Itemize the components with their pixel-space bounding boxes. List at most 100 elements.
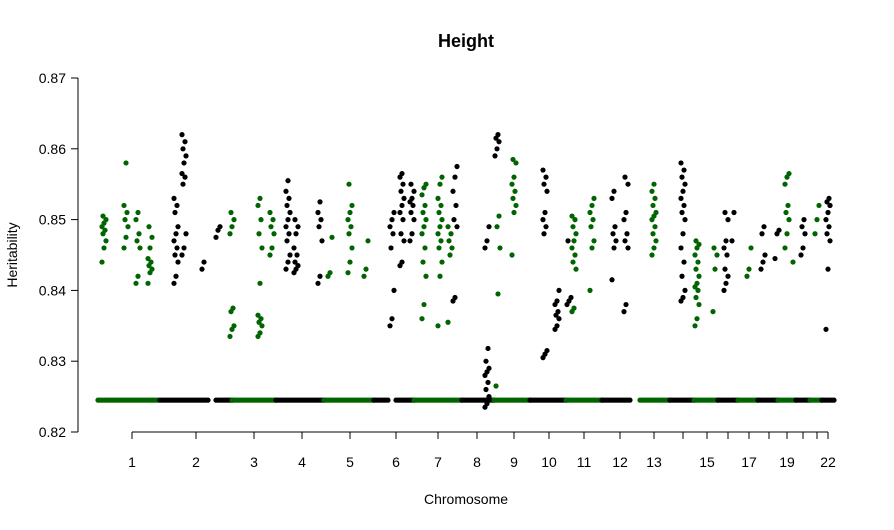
data-point <box>784 231 790 237</box>
x-tick-label: 3 <box>250 454 258 470</box>
data-point <box>783 209 789 216</box>
data-point <box>448 231 454 237</box>
data-point <box>258 316 264 322</box>
data-point <box>182 139 188 145</box>
data-point <box>227 333 233 340</box>
data-point <box>759 231 765 237</box>
data-point <box>173 273 179 279</box>
data-point <box>826 195 832 201</box>
data-point <box>345 270 351 276</box>
data-point <box>693 294 699 301</box>
y-tick-label: 0.86 <box>39 141 66 157</box>
data-point <box>571 238 577 244</box>
data-point <box>452 174 458 180</box>
data-point <box>512 188 518 194</box>
data-point <box>693 266 699 272</box>
data-point <box>391 209 397 216</box>
data-point <box>271 231 277 237</box>
data-point <box>398 231 404 237</box>
data-point <box>445 224 451 230</box>
data-point <box>681 202 687 209</box>
data-point <box>179 170 185 177</box>
data-point <box>824 231 830 237</box>
data-point <box>103 217 109 223</box>
data-point <box>588 224 594 230</box>
y-tick-label: 0.82 <box>39 424 66 440</box>
x-tick-label: 15 <box>699 454 715 470</box>
data-point <box>419 192 425 198</box>
data-point <box>682 181 688 187</box>
data-point <box>680 231 686 237</box>
data-point <box>327 270 333 276</box>
data-point <box>347 259 353 265</box>
data-point <box>408 181 414 187</box>
data-point <box>255 312 261 318</box>
data-point <box>295 224 301 230</box>
data-point <box>568 294 574 301</box>
data-point <box>231 217 237 223</box>
data-point <box>569 245 575 251</box>
data-point <box>124 209 130 216</box>
data-point <box>680 294 686 301</box>
data-point <box>542 209 548 216</box>
data-point <box>389 316 395 322</box>
data-point <box>174 245 180 251</box>
data-point <box>570 224 576 230</box>
data-point <box>439 217 445 223</box>
data-point <box>259 323 265 329</box>
data-point <box>400 217 406 223</box>
data-point <box>283 188 289 194</box>
data-point <box>451 217 457 223</box>
data-point <box>650 231 656 237</box>
data-point <box>410 202 416 209</box>
data-point <box>102 227 108 233</box>
data-point <box>513 202 519 209</box>
data-point <box>711 245 717 251</box>
data-point <box>146 224 152 230</box>
data-point <box>136 231 142 237</box>
data-point <box>317 199 323 205</box>
data-point <box>259 245 265 251</box>
data-point <box>696 273 702 279</box>
data-point <box>171 195 177 201</box>
data-point <box>283 224 289 230</box>
data-point <box>270 217 276 223</box>
data-point <box>295 263 301 269</box>
data-point <box>420 209 426 216</box>
data-point <box>269 245 275 251</box>
data-point <box>712 266 718 272</box>
data-point <box>483 386 489 393</box>
data-point <box>731 209 737 216</box>
data-point <box>621 217 627 223</box>
x-tick-label: 7 <box>434 454 442 470</box>
data-point <box>510 195 516 201</box>
data-point <box>439 174 445 180</box>
data-point <box>762 252 768 258</box>
data-point <box>650 202 656 209</box>
data-point <box>180 181 186 187</box>
data-point <box>723 280 729 286</box>
data-point <box>284 238 290 244</box>
data-point <box>227 231 233 237</box>
data-point <box>447 252 453 258</box>
data-point <box>497 245 503 251</box>
data-point <box>710 309 716 315</box>
data-point <box>437 181 443 187</box>
data-point <box>230 305 236 311</box>
data-point <box>268 224 274 230</box>
data-point <box>436 209 442 216</box>
data-point <box>435 323 441 329</box>
data-point <box>438 238 444 244</box>
data-point <box>714 252 720 258</box>
data-point <box>287 252 293 258</box>
data-point <box>437 273 443 279</box>
data-point <box>801 217 807 223</box>
data-point <box>776 227 782 233</box>
data-point <box>411 188 417 194</box>
data-point <box>172 209 178 216</box>
data-point <box>483 358 489 364</box>
data-point <box>760 259 766 265</box>
data-point <box>454 224 460 230</box>
data-point <box>571 305 577 311</box>
x-axis-label: Chromosome <box>424 491 508 507</box>
